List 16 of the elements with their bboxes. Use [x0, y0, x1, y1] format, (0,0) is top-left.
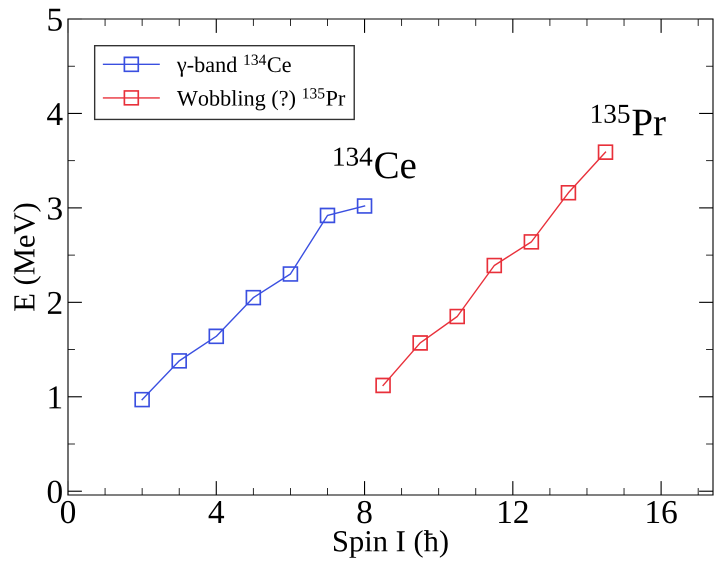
y-tick-label: 3: [48, 197, 62, 220]
annotation: $^{134}$Ce: [334, 148, 416, 178]
x-tick-label: 4: [208, 501, 224, 523]
annotation: $^{135}$Pr: [592, 104, 666, 136]
y-tick-label: 1: [49, 386, 62, 408]
y-tick-label: 5: [48, 8, 62, 31]
legend-label: γ-band $^{134}$Ce: [176, 54, 291, 77]
x-tick-label: 8: [357, 500, 372, 524]
y-axis-title: E (MeV): [13, 204, 41, 311]
x-tick-label: 12: [499, 500, 528, 523]
y-tick-label: 2: [48, 292, 62, 314]
legend-label: Wobbling (?) $^{135}$Pr: [176, 88, 346, 110]
x-tick-label: 16: [647, 500, 677, 524]
y-tick-label: 0: [48, 480, 62, 504]
y-tick-label: 4: [47, 103, 63, 126]
x-axis-title: Spin I (ħ): [334, 530, 448, 558]
